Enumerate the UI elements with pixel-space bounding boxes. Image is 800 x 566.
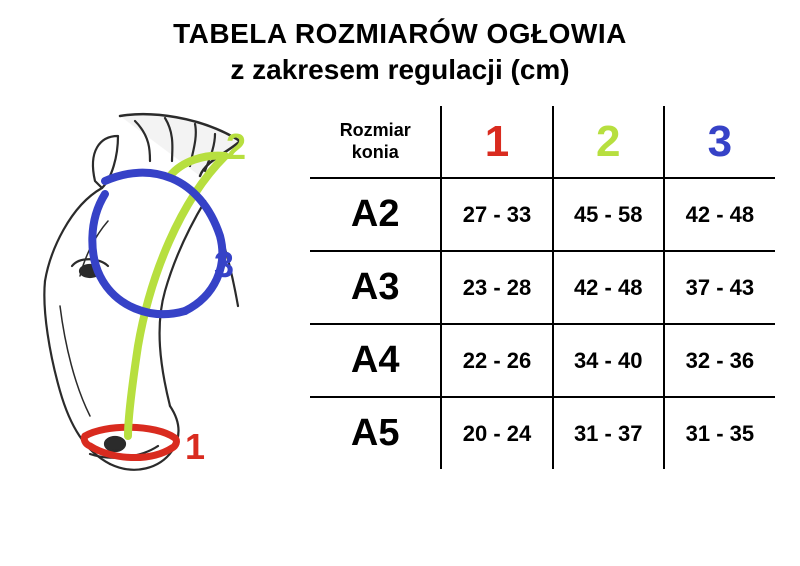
size-table: Rozmiar konia 1 2 3 A2 27 - 33 45 - 58 4… xyxy=(310,106,775,469)
cell: 20 - 24 xyxy=(441,397,552,469)
table-row: A5 20 - 24 31 - 37 31 - 35 xyxy=(310,397,775,469)
diagram-label-1-text: 1 xyxy=(185,426,205,467)
table-row: A4 22 - 26 34 - 40 32 - 36 xyxy=(310,324,775,397)
cell: 31 - 37 xyxy=(553,397,664,469)
diagram-label-1: 1 xyxy=(185,426,205,468)
table-col-header-3: 3 xyxy=(664,106,775,178)
cell: 37 - 43 xyxy=(664,251,775,324)
size-table-container: Rozmiar konia 1 2 3 A2 27 - 33 45 - 58 4… xyxy=(300,106,800,516)
diagram-label-3-text: 3 xyxy=(214,244,234,285)
cell: 45 - 58 xyxy=(553,178,664,251)
cell: 32 - 36 xyxy=(664,324,775,397)
cell: 42 - 48 xyxy=(553,251,664,324)
cell: 27 - 33 xyxy=(441,178,552,251)
diagram-label-3: 3 xyxy=(214,244,234,286)
cell: 23 - 28 xyxy=(441,251,552,324)
cell: 42 - 48 xyxy=(664,178,775,251)
table-col-header-1: 1 xyxy=(441,106,552,178)
table-row: A3 23 - 28 42 - 48 37 - 43 xyxy=(310,251,775,324)
table-col-header-2: 2 xyxy=(553,106,664,178)
header: TABELA ROZMIARÓW OGŁOWIA z zakresem regu… xyxy=(0,0,800,86)
cell: 22 - 26 xyxy=(441,324,552,397)
page-subtitle: z zakresem regulacji (cm) xyxy=(0,54,800,86)
row-label: A5 xyxy=(310,397,441,469)
table-row: A2 27 - 33 45 - 58 42 - 48 xyxy=(310,178,775,251)
corner-line2: konia xyxy=(352,142,399,162)
row-label: A3 xyxy=(310,251,441,324)
diagram-label-2: 2 xyxy=(226,126,246,168)
page-title: TABELA ROZMIARÓW OGŁOWIA xyxy=(0,18,800,50)
horse-head-diagram: 1 2 3 xyxy=(0,106,300,516)
cell: 31 - 35 xyxy=(664,397,775,469)
horse-head-svg xyxy=(0,106,300,516)
row-label: A4 xyxy=(310,324,441,397)
diagram-label-2-text: 2 xyxy=(226,126,246,167)
row-label: A2 xyxy=(310,178,441,251)
cell: 34 - 40 xyxy=(553,324,664,397)
corner-line1: Rozmiar xyxy=(340,120,411,140)
table-corner-header: Rozmiar konia xyxy=(310,106,441,178)
content: 1 2 3 Rozmiar konia 1 2 3 xyxy=(0,106,800,516)
